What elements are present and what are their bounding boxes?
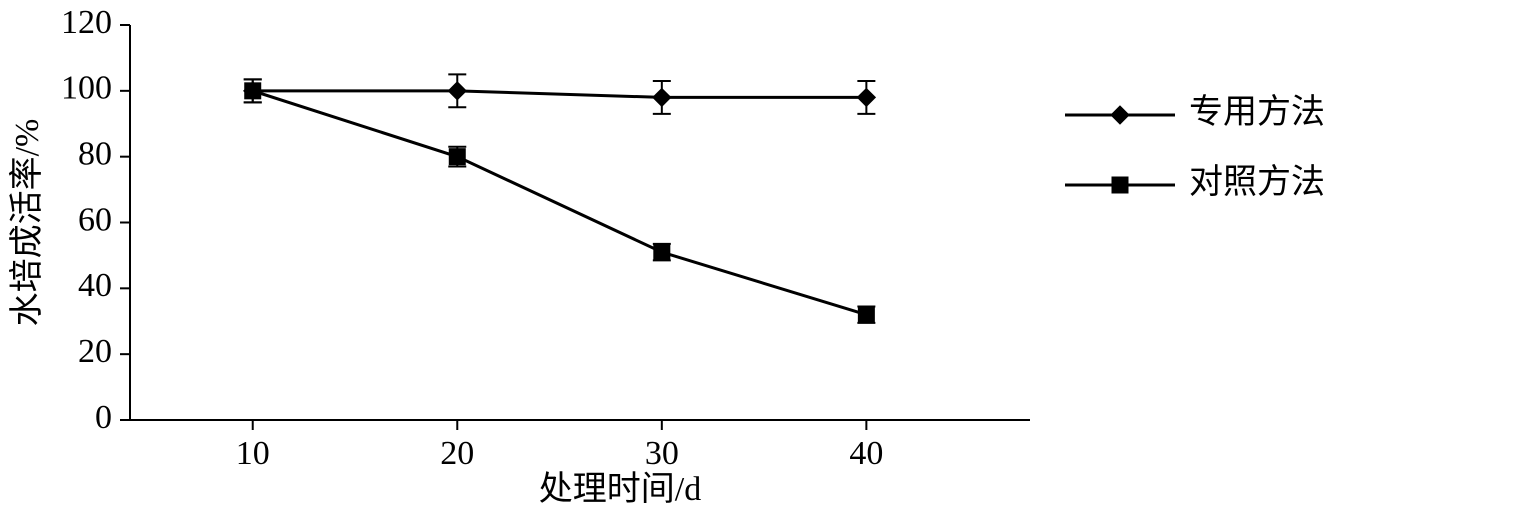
y-tick-label: 0: [95, 399, 112, 436]
legend-label: 对照方法: [1189, 163, 1325, 201]
square-marker: [654, 244, 670, 260]
x-tick-label: 40: [849, 435, 883, 472]
legend-label: 专用方法: [1189, 93, 1325, 131]
x-tick-label: 10: [236, 435, 270, 472]
line-chart: 0 20 40 60 80 100 120 10 20 30 40 水培成活率/% 处理时间/d 专用方法…: [0, 0, 1535, 508]
y-tick-label: 40: [78, 267, 112, 304]
square-marker: [858, 307, 874, 323]
x-tick-label: 30: [645, 435, 679, 472]
y-tick-label: 20: [78, 333, 112, 370]
y-tick-label: 60: [78, 201, 112, 238]
square-marker: [245, 83, 261, 99]
y-axis-label: 水培成活率/%: [8, 119, 46, 327]
chart-container: 0 20 40 60 80 100 120 10 20 30 40 水培成活率/% 处理时间/d 专用方法…: [0, 0, 1535, 508]
y-tick-label: 120: [61, 4, 112, 41]
square-marker: [1112, 177, 1128, 193]
y-tick-label: 80: [78, 135, 112, 172]
x-tick-label: 20: [440, 435, 474, 472]
y-tick-label: 100: [61, 70, 112, 107]
x-axis-label: 处理时间/d: [539, 471, 701, 508]
square-marker: [449, 149, 465, 165]
